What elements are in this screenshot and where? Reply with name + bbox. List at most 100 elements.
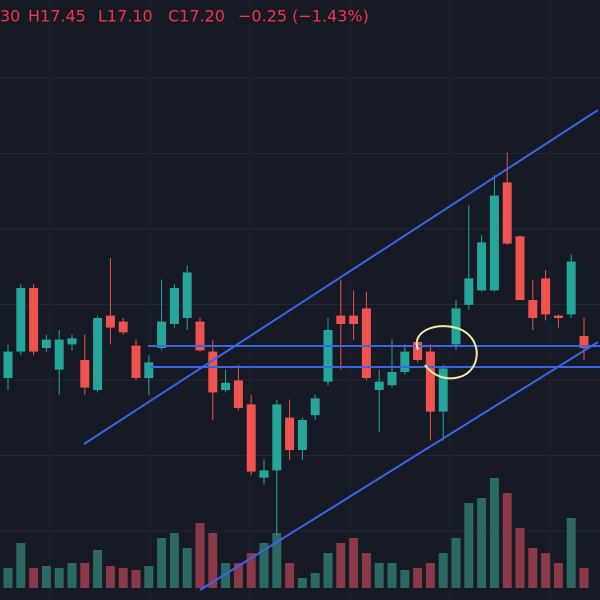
volume-bar [489, 478, 499, 588]
candle-body [400, 351, 410, 372]
volume-bar [400, 570, 410, 588]
volume-bar [157, 538, 167, 588]
candle-body [67, 338, 77, 345]
volume-bar [502, 493, 512, 588]
candle-body [361, 308, 371, 378]
candle-body [489, 195, 499, 291]
volume-bar [169, 533, 179, 588]
volume-bar [477, 498, 487, 588]
candle-body [438, 368, 448, 412]
volume-bar [221, 563, 231, 588]
candle-body [118, 321, 128, 333]
volume-bar [579, 568, 589, 588]
candle-body [451, 308, 461, 345]
volume-bar [566, 518, 576, 588]
drawings [83, 109, 600, 591]
volume-bar [285, 563, 295, 588]
volume-bar [323, 553, 333, 588]
candle-body [144, 362, 154, 378]
volume-bar [361, 553, 371, 588]
volume-bar [118, 568, 128, 588]
circle-drawing [415, 325, 478, 380]
candle-body [310, 398, 320, 416]
candle-body [374, 381, 384, 390]
candle-body [425, 351, 435, 412]
volume-bar [310, 573, 320, 588]
volume-bar [41, 566, 51, 588]
candle-body [297, 420, 307, 450]
header-item: 30 [0, 7, 20, 26]
volume-bars [3, 478, 589, 588]
candle-body [16, 288, 26, 352]
volume-bar [349, 538, 359, 588]
candle-body [387, 372, 397, 386]
candle-body [80, 360, 90, 388]
volume-bar [553, 563, 563, 588]
candle-body [259, 470, 269, 478]
volume-bar [374, 563, 384, 588]
volume-bar [16, 543, 26, 588]
header-item: L17.10 [98, 7, 153, 26]
candle-body [195, 321, 205, 351]
volume-bar [541, 553, 551, 588]
candle-body [182, 272, 192, 318]
header-item: H17.45 [28, 7, 86, 26]
candle-body [349, 315, 359, 324]
candle-body [413, 342, 423, 360]
candle-body [3, 351, 13, 378]
header-item: C17.20 [168, 7, 225, 26]
volume-bar [272, 533, 282, 588]
candle-body [131, 345, 141, 378]
candle-body [477, 242, 487, 291]
volume-bar [195, 523, 205, 588]
candle-body [208, 351, 218, 393]
header-item: −0.25 (−1.43%) [238, 7, 369, 26]
volume-bar [182, 548, 192, 588]
candle-body [515, 236, 525, 300]
volume-bar [464, 503, 474, 588]
legend-header: 30 H17.45 L17.10 C17.20 −0.25 (−1.43%) [0, 7, 369, 26]
volume-bar [259, 543, 269, 588]
volume-bar [54, 568, 64, 588]
candle-body [169, 288, 179, 324]
candle-body [246, 404, 256, 472]
volume-bar [131, 570, 141, 588]
candle-body [528, 300, 538, 318]
candle-body [272, 404, 282, 471]
volume-bar [80, 563, 90, 588]
volume-bar [29, 568, 39, 588]
volume-bar [515, 528, 525, 588]
volume-bar [208, 533, 218, 588]
candle-body [93, 318, 103, 390]
candle-body [157, 321, 167, 348]
candle-body [105, 315, 115, 328]
candles [3, 152, 589, 536]
candle-body [233, 380, 243, 408]
volume-bar [144, 566, 154, 588]
volume-bar [387, 563, 397, 588]
volume-bar [297, 578, 307, 588]
volume-bar [3, 568, 13, 588]
volume-bar [67, 563, 77, 588]
candle-body [566, 261, 576, 315]
candle-body [502, 182, 512, 244]
candle-body [41, 339, 51, 348]
candle-body [323, 330, 333, 382]
candle-body [221, 382, 231, 390]
candle-body [336, 315, 346, 324]
trend-line [199, 341, 599, 591]
volume-bar [246, 553, 256, 588]
volume-bar [233, 563, 243, 588]
candle-body [285, 417, 295, 450]
candle-body [579, 336, 589, 348]
volume-bar [438, 553, 448, 588]
candle-body [29, 288, 39, 352]
candle-body [54, 339, 64, 370]
volume-bar [93, 550, 103, 588]
candle-body [464, 278, 474, 305]
volume-bar [336, 543, 346, 588]
trend-line [83, 109, 599, 445]
